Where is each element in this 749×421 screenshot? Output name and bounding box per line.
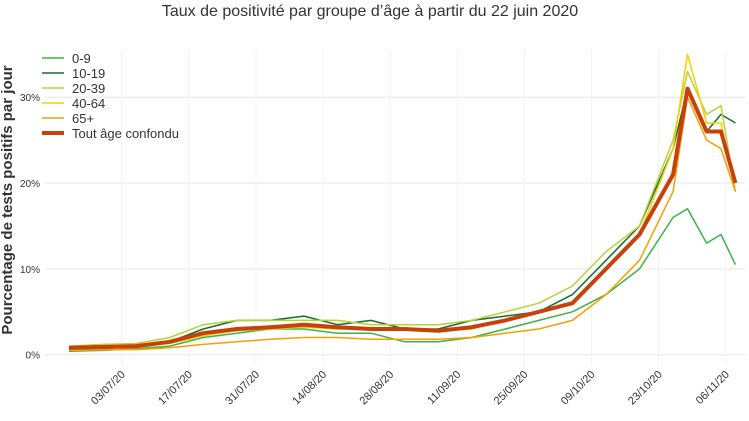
x-tick-label: 28/08/20 [358,369,397,408]
legend-label: 40-64 [72,96,105,111]
x-tick-label: 03/07/20 [89,369,128,408]
legend-label: 20-39 [72,81,105,96]
x-tick-label: 17/07/20 [156,369,195,408]
x-tick-label: 06/11/20 [694,369,732,407]
x-tick-label: 14/08/20 [290,369,329,408]
series-line [68,96,737,352]
y-tick-label: 10% [20,265,40,276]
x-tick-label: 25/09/20 [492,369,531,408]
y-axis-title: Pourcentage de tests positifs par jour [0,65,16,334]
y-tick-label: 0% [26,351,41,362]
legend-label: 10-19 [72,66,105,81]
series-line [68,86,738,350]
y-tick-label: 30% [20,93,40,104]
legend-label: Tout âge confondu [72,126,179,141]
y-tick-label: 20% [20,179,40,190]
x-tick-label: 23/10/20 [626,369,665,408]
legend-label: 65+ [72,111,94,126]
series-line [68,70,737,347]
chart-title: Taux de positivité par groupe d’âge à pa… [162,3,578,20]
x-tick-label: 31/07/20 [223,369,262,408]
series-line [68,53,737,350]
series-line [68,208,737,353]
x-tick-label: 11/09/20 [425,369,463,407]
x-tick-label: 09/10/20 [559,369,598,408]
legend-label: 0-9 [72,51,91,66]
